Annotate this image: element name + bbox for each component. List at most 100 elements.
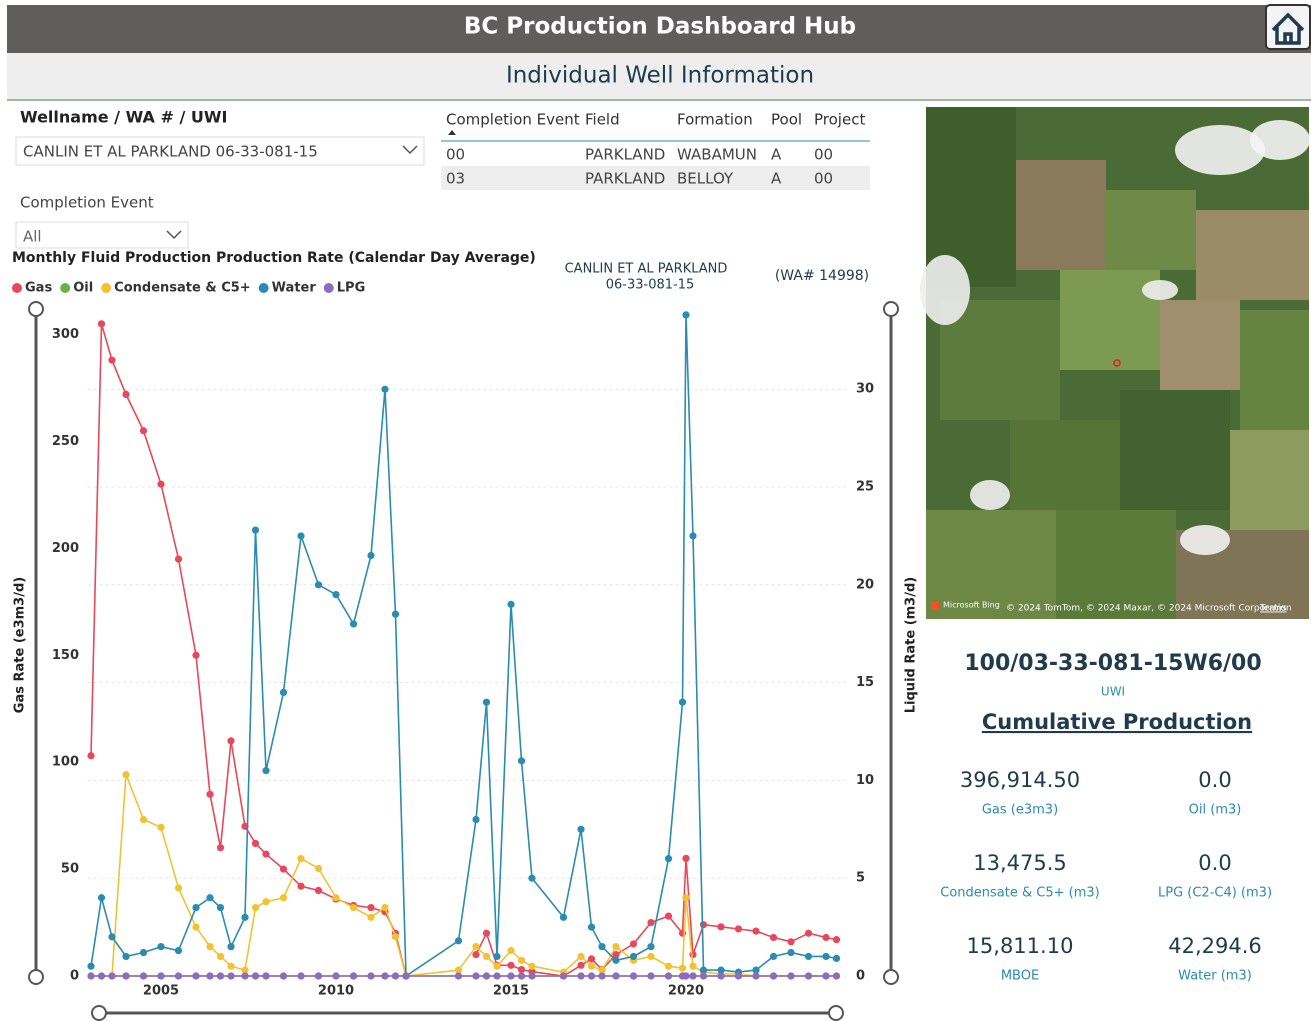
series-line [90, 314, 837, 978]
y-tick-label: 300 [52, 327, 79, 342]
annotation: (WA# 14998) [775, 268, 869, 284]
data-point [97, 320, 106, 328]
data-point [122, 972, 130, 980]
data-point [832, 936, 841, 944]
well-dropdown[interactable] [15, 136, 425, 166]
map[interactable] [920, 107, 1310, 619]
data-point [349, 620, 358, 628]
data-point [157, 480, 165, 488]
legend-swatch [60, 283, 71, 293]
data-point [381, 972, 389, 980]
data-point [528, 972, 536, 980]
table-cell: 00 [814, 146, 833, 164]
column-header: Field [585, 111, 620, 129]
y2-axis-label: Liquid Rate (m3/d) [904, 577, 919, 713]
column-header: Pool [771, 111, 802, 129]
data-point [251, 526, 260, 534]
data-point [769, 933, 778, 942]
slider[interactable] [91, 1005, 844, 1021]
table-cell: WABAMUN [677, 146, 757, 164]
data-point [664, 972, 673, 980]
stat-label: Condensate & C5+ (m3) [940, 886, 1099, 901]
data-point [297, 972, 305, 980]
slider[interactable] [28, 301, 44, 985]
data-point [647, 918, 655, 927]
data-point [787, 938, 795, 946]
x-tick-label: 2020 [668, 984, 704, 999]
data-point [139, 815, 148, 824]
data-point [507, 961, 515, 969]
legend-swatch [258, 283, 269, 293]
data-point [402, 972, 410, 980]
data-point [493, 952, 501, 961]
data-point [227, 962, 235, 970]
table-cell: 03 [446, 170, 465, 188]
data-point [804, 929, 813, 937]
data-point [391, 610, 400, 618]
data-point [216, 903, 225, 912]
data-point [454, 972, 463, 980]
legend-label: Water [272, 281, 317, 296]
data-point [262, 767, 270, 775]
data-point [206, 894, 214, 902]
column-header: Completion Event [446, 111, 580, 129]
data-point [612, 972, 620, 980]
subheader-title: Individual Well Information [506, 63, 814, 89]
event-dropdown[interactable] [15, 221, 189, 249]
stat-value: 13,475.5 [973, 851, 1067, 875]
data-point [517, 972, 526, 980]
data-point [587, 972, 596, 980]
data-point [682, 972, 690, 980]
x-tick-label: 2015 [493, 984, 529, 999]
data-point [587, 962, 596, 970]
table-cell: 00 [814, 170, 833, 188]
stat-label: Gas (e3m3) [982, 803, 1058, 818]
home-button[interactable] [1265, 4, 1311, 50]
data-point [678, 964, 687, 972]
data-point [87, 972, 95, 980]
data-point [507, 946, 515, 955]
data-point [206, 790, 214, 798]
data-point [482, 929, 491, 937]
data-point [122, 952, 130, 961]
data-point [391, 933, 400, 941]
data-point [262, 972, 270, 980]
slider[interactable] [883, 301, 899, 985]
data-point [279, 865, 288, 873]
data-point [647, 952, 655, 961]
data-point [482, 698, 491, 706]
column-header: Formation [677, 111, 753, 129]
data-point [251, 839, 260, 848]
data-point [279, 894, 288, 902]
data-point [454, 937, 463, 945]
data-point [472, 951, 480, 959]
data-point [174, 884, 183, 892]
y2-tick-label: 15 [856, 675, 874, 690]
data-point [391, 972, 400, 980]
data-point [517, 965, 526, 974]
annotation: 06-33-081-15 [606, 278, 695, 293]
y-tick-label: 50 [61, 862, 79, 877]
data-point [314, 886, 323, 895]
data-point [832, 954, 841, 962]
data-point [367, 972, 375, 980]
map-terms[interactable]: Terms [1259, 604, 1287, 614]
data-point [717, 923, 725, 931]
data-point [682, 894, 690, 902]
data-point [192, 923, 200, 931]
data-point [332, 894, 340, 902]
data-point [241, 966, 249, 974]
stats: 396,914.50 Gas (e3m3) 0.0 Oil (m3) 13,475.5 C… [940, 768, 1272, 984]
data-point [682, 854, 690, 862]
data-point [577, 961, 585, 969]
data-point [108, 972, 116, 980]
y2-tick-label: 20 [856, 577, 874, 592]
data-point [717, 966, 725, 974]
data-point [804, 952, 813, 961]
column-header: Project [814, 111, 865, 129]
data-point [241, 972, 249, 980]
x-tick-label: 2010 [318, 984, 354, 999]
data-point [577, 825, 585, 833]
annotation: CANLIN ET AL PARKLAND [565, 262, 728, 277]
